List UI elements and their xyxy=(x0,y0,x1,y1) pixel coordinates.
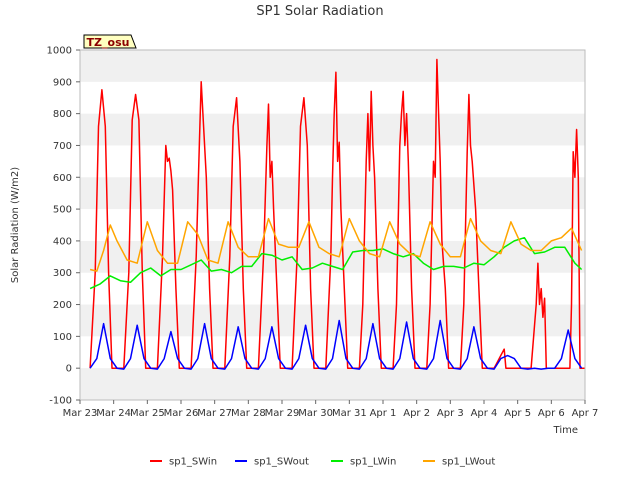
series-line-sp1_SWout xyxy=(89,319,583,370)
y-tick-label: 600 xyxy=(53,173,72,184)
y-axis-ticks: -100 0 100 200 300 400 500 600 700 800 900 1000 xyxy=(47,46,80,407)
x-axis-title: Time xyxy=(553,425,578,436)
x-tick-label: Mar 26 xyxy=(164,408,199,419)
x-tick-label: Apr 5 xyxy=(504,408,531,419)
grid-band xyxy=(80,240,585,273)
grid-band xyxy=(80,368,585,400)
x-tick-label: Mar 28 xyxy=(231,408,266,419)
timezone-label: TZ_osu xyxy=(87,36,130,49)
grid-band xyxy=(80,113,585,146)
y-tick-label: 100 xyxy=(53,332,72,343)
x-tick-label: Mar 29 xyxy=(265,408,300,419)
timezone-badge: TZ_osu xyxy=(83,34,137,49)
legend-label-sp1_LWin: sp1_LWin xyxy=(350,457,396,468)
y-tick-label: 1000 xyxy=(47,46,72,57)
plot-frame xyxy=(79,49,586,401)
x-tick-label: Mar 27 xyxy=(197,408,232,419)
y-tick-label: 300 xyxy=(53,268,72,279)
x-tick-label: Mar 30 xyxy=(298,408,333,419)
series-line-sp1_LWout xyxy=(89,217,583,272)
legend-label-sp1_SWin: sp1_SWin xyxy=(169,457,217,468)
grid-band xyxy=(80,50,585,82)
y-tick-label: -100 xyxy=(49,396,72,407)
x-tick-label: Apr 4 xyxy=(471,408,498,419)
legend: sp1_SWin sp1_SWout sp1_LWin sp1_LWout xyxy=(150,457,495,468)
x-tick-label: Mar 25 xyxy=(130,408,165,419)
legend-label-sp1_SWout: sp1_SWout xyxy=(254,457,309,468)
y-tick-label: 400 xyxy=(53,236,72,247)
x-tick-label: Mar 31 xyxy=(332,408,367,419)
y-tick-label: 800 xyxy=(53,109,72,120)
y-tick-label: 200 xyxy=(53,300,72,311)
x-tick-label: Apr 6 xyxy=(538,408,565,419)
x-tick-label: Apr 3 xyxy=(437,408,464,419)
y-axis-title: Solar Radiation (W/m2) xyxy=(10,167,21,283)
grid-band xyxy=(80,304,585,337)
y-tick-label: 500 xyxy=(53,205,72,216)
y-tick-label: 900 xyxy=(53,77,72,88)
plot-area xyxy=(79,49,586,401)
series-line-sp1_SWin xyxy=(89,58,585,369)
x-tick-label: Mar 23 xyxy=(63,408,98,419)
x-tick-label: Apr 7 xyxy=(572,408,599,419)
x-tick-label: Mar 24 xyxy=(96,408,131,419)
chart-title: SP1 Solar Radiation xyxy=(256,4,383,19)
x-tick-label: Apr 2 xyxy=(403,408,430,419)
y-tick-label: 0 xyxy=(66,364,72,375)
y-tick-label: 700 xyxy=(53,141,72,152)
x-tick-label: Apr 1 xyxy=(370,408,397,419)
legend-label-sp1_LWout: sp1_LWout xyxy=(442,457,495,468)
